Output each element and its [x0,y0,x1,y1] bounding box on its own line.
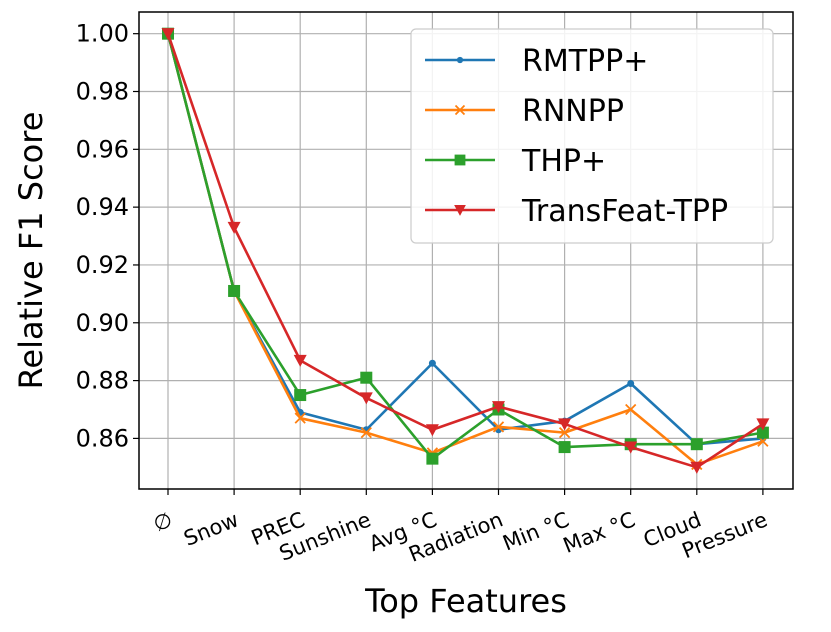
y-tick-label: 0.92 [76,251,129,279]
data-point [492,421,505,433]
y-tick-label: 0.94 [76,193,129,221]
series-line [166,33,764,446]
x-tick-label: Max °C [560,507,639,557]
series-line [166,33,764,466]
legend-box [410,28,774,244]
data-point [294,412,306,424]
data-point [756,418,770,431]
x-tick-label: Min °C [499,507,572,555]
data-point [690,438,703,451]
plot-frame [138,11,794,490]
legend: RMTPP+ RNNPP THP+ TransFeat-TPP [410,28,774,244]
y-axis: 0.86 0.88 0.90 0.92 0.94 0.96 0.98 1.00 [76,20,139,452]
y-tick-label: 0.88 [76,367,129,395]
data-point [294,389,307,402]
data-point [228,284,241,297]
data-point [293,354,307,367]
data-point [360,371,373,384]
data-point [558,426,571,439]
y-axis-title: Relative F1 Score [12,112,50,390]
legend-entry: TransFeat-TPP [425,194,728,229]
data-point [454,104,466,116]
legend-entry: RNNPP [425,94,624,129]
legend-label: TransFeat-TPP [521,194,728,229]
data-point [625,403,637,416]
legend-entry: RMTPP+ [425,44,648,79]
data-point [426,452,439,465]
data-point [359,392,373,405]
data-point [456,56,464,64]
data-point [428,359,436,367]
data-point [454,154,466,166]
legend-entry: THP+ [425,144,606,179]
data-point [690,461,704,474]
data-point [360,426,372,439]
data-point [454,205,466,216]
data-point [425,424,439,437]
y-tick-label: 0.98 [76,78,129,106]
y-tick-label: 1.00 [76,20,129,48]
x-tick-label: Snow [180,507,242,550]
legend-label: RMTPP+ [522,44,648,79]
y-tick-label: 0.86 [76,424,129,452]
legend-label: RNNPP [522,94,624,129]
series-line [166,33,764,469]
y-tick-label: 0.96 [76,135,129,163]
series-line [166,33,764,460]
data-point [161,28,175,41]
data-point [558,418,572,431]
data-point [492,401,505,414]
data-point [558,441,571,454]
x-tick-label: ∅ [150,507,176,536]
data-point [627,379,635,387]
legend-label: THP+ [521,144,606,179]
series-transfeat-tpp [161,28,770,474]
x-axis-title: Top Features [364,582,567,620]
data-point [624,441,638,454]
data-point [756,426,769,439]
y-tick-label: 0.90 [76,309,129,337]
data-point [227,221,241,234]
series-layer [161,27,770,474]
